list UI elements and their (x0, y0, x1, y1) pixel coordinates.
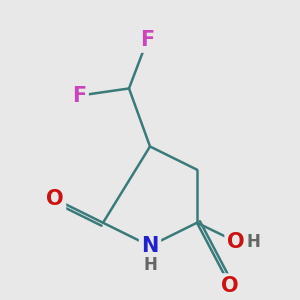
Text: H: H (143, 256, 157, 274)
Text: O: O (221, 276, 239, 296)
Text: H: H (247, 232, 261, 250)
Text: N: N (141, 236, 159, 256)
Text: F: F (72, 85, 86, 106)
Text: F: F (140, 30, 154, 50)
Text: O: O (227, 232, 244, 251)
Text: O: O (46, 189, 64, 209)
